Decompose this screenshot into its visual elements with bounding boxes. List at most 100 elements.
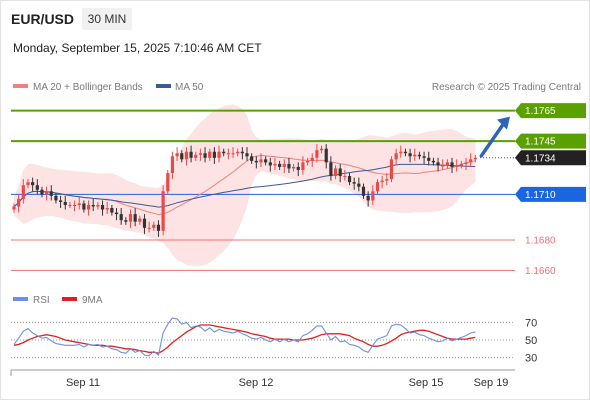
candle-body	[203, 153, 207, 158]
rsi-level-label: 50	[525, 335, 537, 347]
candle-body	[119, 214, 123, 221]
candle-body	[245, 153, 249, 157]
candle-body	[175, 153, 179, 157]
candle-body	[45, 191, 49, 195]
candle-body	[375, 182, 380, 192]
candle-body	[427, 157, 431, 161]
candle-body	[436, 162, 440, 166]
candle-body	[464, 162, 468, 164]
candle-body	[338, 168, 342, 177]
candle-body	[184, 151, 189, 160]
candle-body	[366, 195, 370, 201]
candle-body	[385, 179, 389, 181]
candle-body	[469, 159, 473, 163]
candle-body	[445, 162, 449, 166]
ma50-line	[13, 163, 476, 208]
candle-body	[361, 186, 366, 196]
price-tag-label: 1.1680	[525, 235, 556, 246]
candle-body	[343, 176, 347, 178]
rsi-ma-legend-swatch	[62, 297, 77, 301]
candle-body	[63, 201, 67, 205]
candle-body	[17, 198, 21, 207]
candle-body	[91, 204, 95, 207]
candle-body	[399, 151, 403, 154]
candle-body	[319, 148, 324, 151]
price-tag-label: 1.1745	[525, 137, 556, 148]
bollinger-band	[14, 104, 476, 267]
candle-body	[40, 189, 44, 195]
price-tag-label: 1.1710	[525, 190, 556, 201]
candle-body	[96, 204, 100, 207]
ma20-legend-label: MA 20 + Bollinger Bands	[33, 82, 143, 93]
candle-body	[347, 176, 352, 183]
candle-body	[49, 191, 53, 196]
candle-body	[161, 191, 165, 231]
candle-body	[124, 220, 128, 222]
candle-body	[422, 156, 426, 158]
candle-body	[324, 148, 328, 163]
candle-body	[133, 214, 137, 222]
candle-body	[264, 159, 268, 163]
price-tag-label: 1.1660	[525, 266, 556, 277]
candle-body	[296, 166, 300, 170]
candle-body	[208, 151, 212, 158]
candle-body	[166, 173, 170, 192]
price-tag-bg	[515, 186, 586, 202]
forecast-arrow-head	[497, 116, 510, 130]
candle-body	[82, 203, 86, 210]
rsi-panel: 70 50 30	[11, 317, 537, 365]
candle-body	[226, 153, 230, 155]
x-tick-label: Sep 12	[239, 377, 274, 389]
price-tag-label: 1.1734	[525, 153, 556, 164]
candle-body	[100, 204, 105, 210]
candle-body	[455, 165, 459, 167]
price-tag-label: 1.1765	[525, 106, 556, 117]
candle-body	[236, 151, 240, 154]
candle-body	[380, 180, 384, 183]
candle-body	[287, 163, 291, 169]
timeframe-badge[interactable]: 30 MIN	[82, 8, 132, 30]
candle-body	[352, 182, 356, 184]
price-levels	[11, 109, 515, 271]
rsi-legend-swatch	[13, 297, 28, 301]
candle-body	[222, 151, 226, 154]
candle-body	[21, 185, 25, 199]
rsi-level-label: 70	[525, 317, 537, 329]
candle-body	[114, 212, 119, 215]
candle-body	[147, 227, 151, 229]
price-level-tags: 1.1765 1.1745 1.1734 1.1710 1.1680 1.1660	[515, 103, 586, 277]
chart-datetime: Monday, September 15, 2025 7:10:46 AM CE…	[13, 41, 262, 55]
candle-body	[217, 151, 221, 158]
candle-body	[156, 224, 161, 231]
rsi-level-label: 30	[525, 353, 537, 365]
candle-body	[273, 163, 277, 166]
rsi-legend-label: RSI	[33, 295, 50, 306]
bollinger-band-area	[14, 104, 476, 267]
symbol-title: EUR/USD	[11, 11, 75, 27]
candle-body	[431, 160, 435, 163]
candle-body	[138, 218, 142, 222]
x-tick-label: Sep 11	[66, 377, 100, 389]
candle-body	[128, 214, 133, 222]
candle-body	[142, 218, 147, 228]
rsi-line	[13, 317, 476, 357]
candle-body	[254, 160, 258, 163]
credit-label: Research © 2025 Trading Central	[432, 82, 581, 93]
candle-body	[408, 153, 412, 157]
candle-body	[170, 156, 175, 174]
candle-body	[389, 159, 394, 180]
candle-body	[371, 191, 375, 201]
candle-body	[110, 208, 114, 213]
candle-body	[26, 182, 30, 186]
candle-body	[240, 151, 244, 154]
candle-body	[315, 150, 319, 158]
candle-body	[268, 162, 272, 166]
ma50-legend-swatch	[156, 84, 171, 88]
candle-body	[305, 160, 310, 163]
candle-body	[86, 204, 91, 210]
candle-body	[450, 162, 454, 167]
candle-body	[54, 195, 58, 201]
candle-body	[250, 156, 254, 161]
candles	[12, 144, 477, 237]
candle-body	[292, 166, 296, 169]
